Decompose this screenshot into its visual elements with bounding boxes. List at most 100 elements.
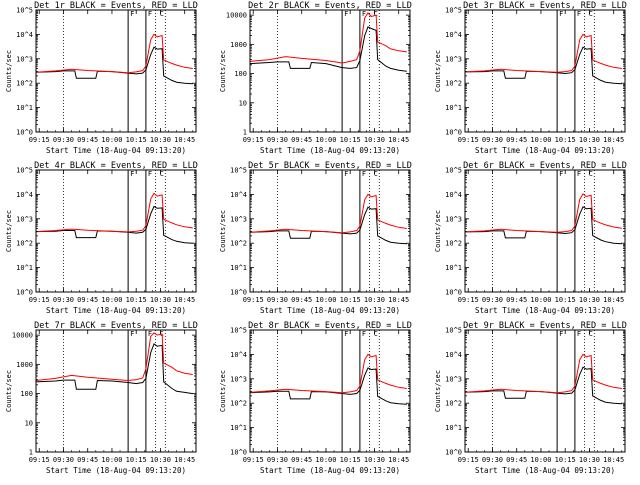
y-tick-label: 10^4: [445, 191, 462, 199]
x-tick-label: 10:00: [315, 456, 336, 464]
x-axis-label: Start Time (18-Aug-04 09:13:20): [260, 466, 400, 475]
plot-frame: [249, 169, 411, 293]
y-tick-label: 10^4: [16, 191, 33, 199]
series-line-events: [249, 367, 407, 405]
x-tick-label: 09:15: [243, 456, 264, 464]
y-tick-label: 10^1: [230, 264, 247, 272]
series-line-events: [35, 343, 193, 395]
x-tick-label: 10:15: [340, 136, 361, 144]
y-axis-label: Counts/sec: [219, 210, 227, 252]
x-axis-label: Start Time (18-Aug-04 09:13:20): [46, 466, 186, 475]
x-tick-label: 10:00: [530, 296, 551, 304]
y-tick-label: 10: [25, 419, 33, 427]
x-tick-label: 09:15: [458, 296, 479, 304]
x-tick-label: 09:30: [53, 296, 74, 304]
flag-label: F: [577, 170, 581, 178]
panel-title: Det 7r BLACK = Events, RED = LLD: [34, 321, 198, 331]
series-line-events: [249, 26, 407, 72]
y-tick-label: 10^1: [445, 424, 462, 432]
y-tick-label: 10^0: [445, 449, 462, 457]
series-line-lld: [464, 193, 622, 233]
x-tick-label: 09:45: [506, 456, 527, 464]
y-tick-label: 100: [20, 390, 33, 398]
y-tick-label: 10^2: [230, 400, 247, 408]
flag-label: C: [374, 170, 378, 178]
plot-frame: [464, 329, 626, 453]
series-line-events: [464, 46, 622, 85]
y-tick-label: 10^4: [16, 31, 33, 39]
series-line-events: [249, 206, 407, 245]
y-tick-label: 10^5: [230, 167, 247, 175]
flag-label: F: [344, 330, 348, 338]
detector-panel-2: Det 2r BLACK = Events, RED = LLD Counts/s…: [219, 1, 412, 155]
x-tick-label: 10:15: [555, 296, 576, 304]
x-tick-label: 10:30: [579, 456, 600, 464]
flag-label: F: [362, 330, 366, 338]
flag-label: C: [160, 10, 164, 18]
y-tick-label: 10^2: [16, 80, 33, 88]
panel-title: Det 5r BLACK = Events, RED = LLD: [248, 161, 412, 171]
y-tick-label: 10: [239, 99, 247, 107]
series-line-events: [464, 366, 622, 405]
y-tick-label: 10^5: [445, 167, 462, 175]
x-tick-label: 09:30: [482, 456, 503, 464]
y-tick-label: 10000: [12, 332, 33, 340]
y-tick-label: 10^1: [445, 264, 462, 272]
y-tick-label: 10^3: [445, 375, 462, 383]
flag-label: F: [130, 10, 134, 18]
y-tick-label: 1: [29, 449, 33, 457]
series-line-events: [35, 205, 193, 244]
x-tick-label: 09:45: [506, 136, 527, 144]
series-line-lld: [249, 353, 407, 394]
y-tick-label: 10^3: [230, 375, 247, 383]
x-tick-label: 09:30: [267, 136, 288, 144]
y-tick-label: 10^5: [445, 327, 462, 335]
y-tick-label: 1000: [230, 41, 247, 49]
flag-label: F: [344, 10, 348, 18]
x-tick-label: 09:45: [291, 456, 312, 464]
x-tick-label: 10:15: [555, 136, 576, 144]
y-tick-label: 10^0: [16, 289, 33, 297]
x-tick-label: 10:00: [530, 456, 551, 464]
x-tick-label: 10:15: [126, 136, 147, 144]
x-tick-label: 09:15: [29, 456, 50, 464]
y-tick-label: 10^2: [445, 80, 462, 88]
x-tick-label: 09:15: [243, 136, 264, 144]
y-tick-label: 100: [234, 70, 247, 78]
y-axis-label: Counts/sec: [434, 370, 442, 412]
x-tick-label: 09:15: [458, 456, 479, 464]
x-tick-label: 10:00: [315, 136, 336, 144]
y-tick-label: 10^5: [230, 327, 247, 335]
y-tick-label: 10^0: [230, 449, 247, 457]
x-axis-label: Start Time (18-Aug-04 09:13:20): [46, 306, 186, 315]
y-tick-label: 10^3: [445, 55, 462, 63]
y-tick-label: 10^0: [230, 289, 247, 297]
x-axis-label: Start Time (18-Aug-04 09:13:20): [260, 146, 400, 155]
x-tick-label: 09:15: [243, 296, 264, 304]
flag-label: F: [148, 330, 152, 338]
series-line-lld: [35, 33, 193, 74]
detector-panel-7: Det 7r BLACK = Events, RED = LLD Counts/s…: [5, 321, 198, 475]
x-tick-label: 10:45: [388, 136, 409, 144]
y-tick-label: 10^4: [230, 351, 247, 359]
y-tick-label: 10^5: [445, 7, 462, 15]
panel-title: Det 4r BLACK = Events, RED = LLD: [34, 161, 198, 171]
x-tick-label: 09:45: [291, 136, 312, 144]
plot-frame: [464, 169, 626, 293]
x-tick-label: 10:30: [150, 136, 171, 144]
panel-title: Det 6r BLACK = Events, RED = LLD: [463, 161, 627, 171]
panel-title: Det 9r BLACK = Events, RED = LLD: [463, 321, 627, 331]
y-axis-label: Counts/sec: [5, 210, 13, 252]
x-tick-label: 10:30: [364, 456, 385, 464]
x-tick-label: 10:45: [388, 296, 409, 304]
flag-label: C: [589, 10, 593, 18]
x-tick-label: 09:45: [291, 296, 312, 304]
x-tick-label: 10:45: [174, 456, 195, 464]
panel-title: Det 1r BLACK = Events, RED = LLD: [34, 1, 198, 11]
x-tick-label: 10:00: [315, 296, 336, 304]
plot-frame: [35, 329, 197, 453]
flag-label: F: [362, 10, 366, 18]
detector-panel-9: Det 9r BLACK = Events, RED = LLD Counts/s…: [434, 321, 627, 475]
y-tick-label: 10000: [226, 12, 247, 20]
y-tick-label: 10^4: [445, 31, 462, 39]
